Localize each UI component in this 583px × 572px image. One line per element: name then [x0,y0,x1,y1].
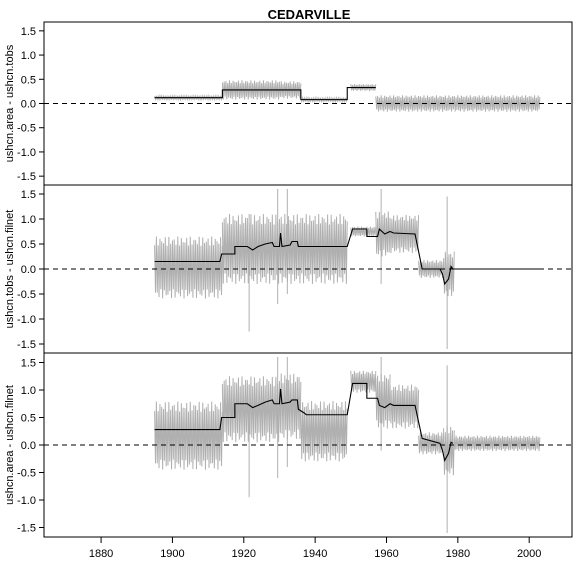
x-tick-label: 2000 [517,548,541,560]
x-tick-label: 1920 [232,548,256,560]
chart-title: CEDARVILLE [268,7,351,22]
monthly-band [350,226,377,237]
y-tick-label: 0.5 [21,239,36,251]
monthly-band [221,213,348,284]
monthly-band [375,95,541,112]
y-tick-label: 1.5 [21,189,36,201]
y-tick-label: -1.5 [17,171,36,183]
x-tick-label: 1880 [89,548,113,560]
y-axis-label: ushcn.tobs - ushcn.filnet [4,210,16,329]
y-tick-label: 0.0 [21,440,36,452]
y-tick-label: 0.5 [21,413,36,425]
y-tick-label: 1.5 [21,26,36,38]
monthly-band [389,384,420,429]
y-axis-label: ushcn.area - ushcn.tobs [4,44,16,162]
y-tick-label: -0.5 [17,123,36,135]
y-tick-label: -1.5 [17,523,36,535]
plot-area [44,357,572,533]
y-axis-label: ushcn.area - ushcn.filnet [4,385,16,505]
monthly-band [453,435,541,452]
annual-series-line [154,382,454,462]
x-tick-label: 1940 [303,548,327,560]
x-tick-label: 1960 [374,548,398,560]
y-tick-label: 0.0 [21,264,36,276]
monthly-band [300,401,348,462]
monthly-band [154,401,223,470]
annual-series-line [154,227,540,286]
x-tick-label: 1900 [160,548,184,560]
monthly-band [418,432,445,455]
y-tick-label: 1.0 [21,214,36,226]
monthly-band [443,425,455,476]
y-tick-label: -0.5 [17,289,36,301]
plot-area [44,80,572,112]
monthly-band [278,373,302,440]
plot-area [44,189,572,349]
monthly-band [300,95,348,104]
x-tick-label: 1980 [446,548,470,560]
y-tick-label: -1.0 [17,314,36,326]
monthly-band [221,376,280,443]
y-tick-label: 0.5 [21,74,36,86]
y-tick-label: 1.0 [21,385,36,397]
y-tick-label: -1.5 [17,339,36,351]
monthly-band [154,236,223,299]
y-tick-label: 1.5 [21,358,36,370]
y-tick-label: 0.0 [21,99,36,111]
monthly-band [375,211,391,257]
panel-2: -1.5 -1.0 -0.5 0.0 0.5 1.0 1.5 ushcn.tobs - ush… [4,184,573,354]
monthly-band [443,251,455,297]
y-tick-label: 1.0 [21,50,36,62]
panel-3: -1.5 -1.0 -0.5 0.0 0.5 1.0 1.5 ushcn.area - ush… [4,352,573,538]
y-tick-label: -1.0 [17,495,36,507]
monthly-band [418,259,445,278]
y-tick-label: -0.5 [17,468,36,480]
monthly-band [278,81,302,99]
panel-1: -1.5 -1.0 -0.5 0.0 0.5 1.0 1.5 ushcn.area - ush… [4,21,573,186]
monthly-band [350,370,377,393]
y-tick-label: -1.0 [17,147,36,159]
annual-series-line [154,86,376,101]
monthly-band [389,215,420,254]
monthly-band [375,373,391,429]
monthly-band [221,80,280,100]
